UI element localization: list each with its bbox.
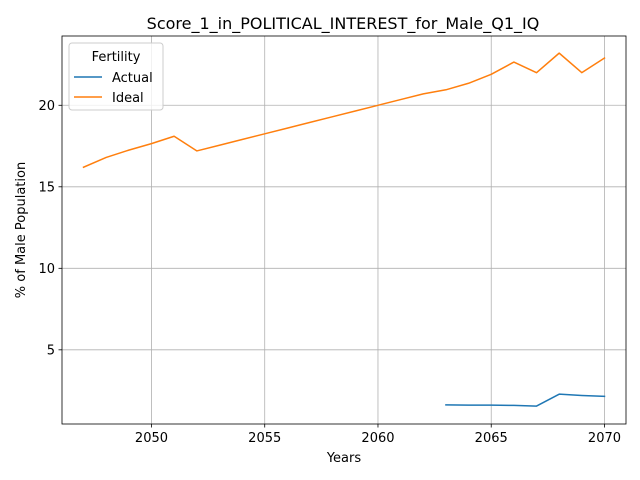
y-axis-ticks: 5 10 15 20 (38, 99, 62, 358)
series-line-actual (445, 393, 606, 407)
x-tick-label: 2055 (248, 431, 281, 446)
legend-title: Fertility (92, 50, 141, 65)
y-tick-label: 10 (38, 262, 55, 277)
series-lines (82, 52, 606, 407)
x-tick-label: 2050 (135, 431, 168, 446)
x-axis-label: Years (326, 451, 362, 466)
series-line-ideal (82, 52, 606, 169)
x-axis-ticks: 2050 2055 2060 2065 2070 (135, 424, 621, 446)
legend-box (68, 42, 164, 111)
legend-label-actual: Actual (112, 71, 153, 86)
chart-title: Score_1_in_POLITICAL_INTEREST_for_Male_Q… (147, 14, 540, 34)
x-tick-label: 2065 (475, 431, 508, 446)
y-axis-label: % of Male Population (14, 162, 29, 298)
y-tick-label: 15 (38, 180, 55, 195)
plot-area-frame (61, 35, 627, 425)
legend: Fertility Actual Ideal (68, 42, 164, 111)
legend-label-ideal: Ideal (112, 91, 144, 106)
x-tick-label: 2070 (588, 431, 621, 446)
y-tick-label: 20 (38, 99, 55, 114)
x-tick-label: 2060 (361, 431, 394, 446)
y-tick-label: 5 (47, 343, 55, 358)
